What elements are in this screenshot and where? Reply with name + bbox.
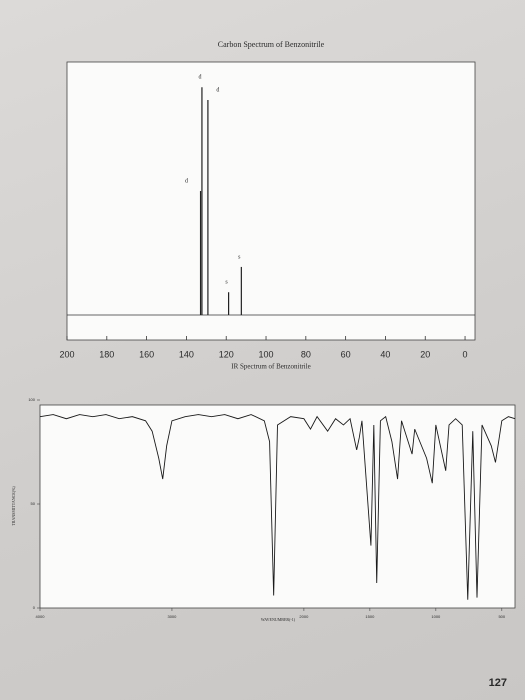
x-tick-label: 120 (219, 349, 234, 359)
x-tick-label: 80 (301, 349, 311, 359)
peak-label: s (225, 280, 228, 286)
y-tick-label: 100 (28, 397, 35, 402)
ir-trace (39, 414, 516, 600)
peak-label: s (238, 254, 241, 260)
x-tick-label: 180 (99, 349, 114, 359)
ir-title: IR Spectrum of Benzonitrile (231, 363, 311, 371)
ir-y-label: TRANSMITTANCE(%) (11, 486, 16, 526)
x-tick-label: 100 (259, 349, 274, 359)
page-number: 127 (489, 677, 507, 689)
x-tick-label: 60 (341, 349, 351, 359)
peak-label: d (185, 178, 188, 184)
x-tick-label: 500 (498, 614, 505, 619)
nmr-title: Carbon Spectrum of Benzonitrile (218, 40, 325, 49)
x-tick-label: 4000 (36, 614, 46, 619)
ir-x-label: WAVENUMBER(-1) (261, 617, 296, 622)
nmr-frame (66, 61, 476, 341)
x-tick-label: 20 (420, 349, 430, 359)
x-tick-label: 1500 (365, 614, 375, 619)
peak-label: d (198, 75, 201, 81)
x-tick-label: 200 (59, 349, 74, 359)
peak-label: d (216, 87, 219, 93)
x-tick-label: 2000 (299, 614, 309, 619)
x-tick-label: 3000 (167, 614, 177, 619)
x-tick-label: 0 (463, 349, 468, 359)
y-tick-label: 50 (31, 501, 36, 506)
x-tick-label: 140 (179, 349, 194, 359)
x-tick-label: 1000 (431, 614, 441, 619)
x-tick-label: 160 (139, 349, 154, 359)
y-tick-label: 0 (33, 605, 36, 610)
x-tick-label: 40 (380, 349, 390, 359)
